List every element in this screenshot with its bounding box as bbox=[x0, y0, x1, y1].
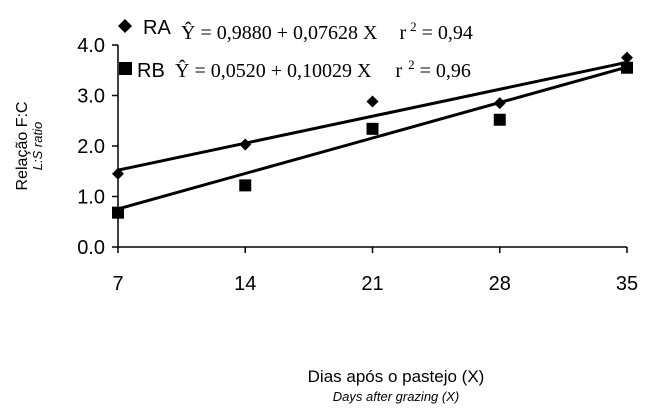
point-ra bbox=[239, 138, 252, 151]
point-ra bbox=[493, 97, 506, 110]
legend-label-ra: RA bbox=[143, 17, 171, 39]
x-tick-label: 28 bbox=[489, 273, 511, 295]
y-axis-label: Relação F:C bbox=[14, 102, 31, 191]
fit-line-ra bbox=[117, 60, 628, 172]
equation-rb-r: r bbox=[395, 60, 402, 82]
data-points bbox=[112, 51, 633, 219]
x-axis-label: Dias após o pastejo (X) bbox=[308, 367, 485, 386]
point-ra bbox=[621, 51, 633, 64]
tick-labels: 0.0 1.0 2.0 3.0 4.0 7 14 21 28 35 bbox=[77, 35, 638, 295]
y-tick-label: 2.0 bbox=[77, 136, 105, 158]
point-ra bbox=[112, 167, 124, 180]
y-tick-label: 0.0 bbox=[77, 237, 105, 259]
y-axis-label-secondary: L:S ratio bbox=[30, 122, 45, 170]
point-rb bbox=[112, 206, 124, 219]
equation-rb-sup: 2 bbox=[408, 57, 415, 72]
x-tick-label: 7 bbox=[112, 273, 123, 295]
fit-lines bbox=[117, 60, 628, 211]
equation-rb-r2: = 0,96 bbox=[415, 60, 471, 82]
point-rb bbox=[493, 113, 506, 126]
equation-ra-r2: = 0,94 bbox=[417, 22, 473, 44]
equation-ra-sup: 2 bbox=[410, 19, 417, 34]
legend-label-rb: RB bbox=[137, 60, 165, 82]
y-tick-label: 3.0 bbox=[77, 86, 105, 108]
point-ra bbox=[366, 95, 379, 108]
y-tick-label: 4.0 bbox=[77, 35, 105, 57]
point-rb bbox=[621, 61, 633, 74]
fit-line-rb bbox=[117, 65, 628, 211]
equation-ra-yhat: Ŷ bbox=[181, 21, 195, 44]
y-tick-label: 1.0 bbox=[77, 187, 105, 209]
point-rb bbox=[366, 122, 379, 135]
equation-ra-rhs: = 0,9880 + 0,07628 X bbox=[195, 22, 378, 44]
x-tick-label: 35 bbox=[616, 273, 638, 295]
x-tick-label: 21 bbox=[361, 273, 383, 295]
equation-rb-rhs: = 0,0520 + 0,10029 X bbox=[189, 60, 372, 82]
y-axis-title: Relação F:C L:S ratio bbox=[14, 102, 45, 191]
equation-ra-r: r bbox=[399, 22, 406, 44]
x-axis-label-secondary: Days after grazing (X) bbox=[333, 389, 459, 404]
equation-rb-yhat: Ŷ bbox=[175, 59, 189, 82]
x-tick-label: 14 bbox=[234, 273, 256, 295]
point-rb bbox=[239, 179, 252, 192]
legend-marker-diamond bbox=[118, 19, 132, 33]
legend-marker-square bbox=[119, 62, 132, 75]
